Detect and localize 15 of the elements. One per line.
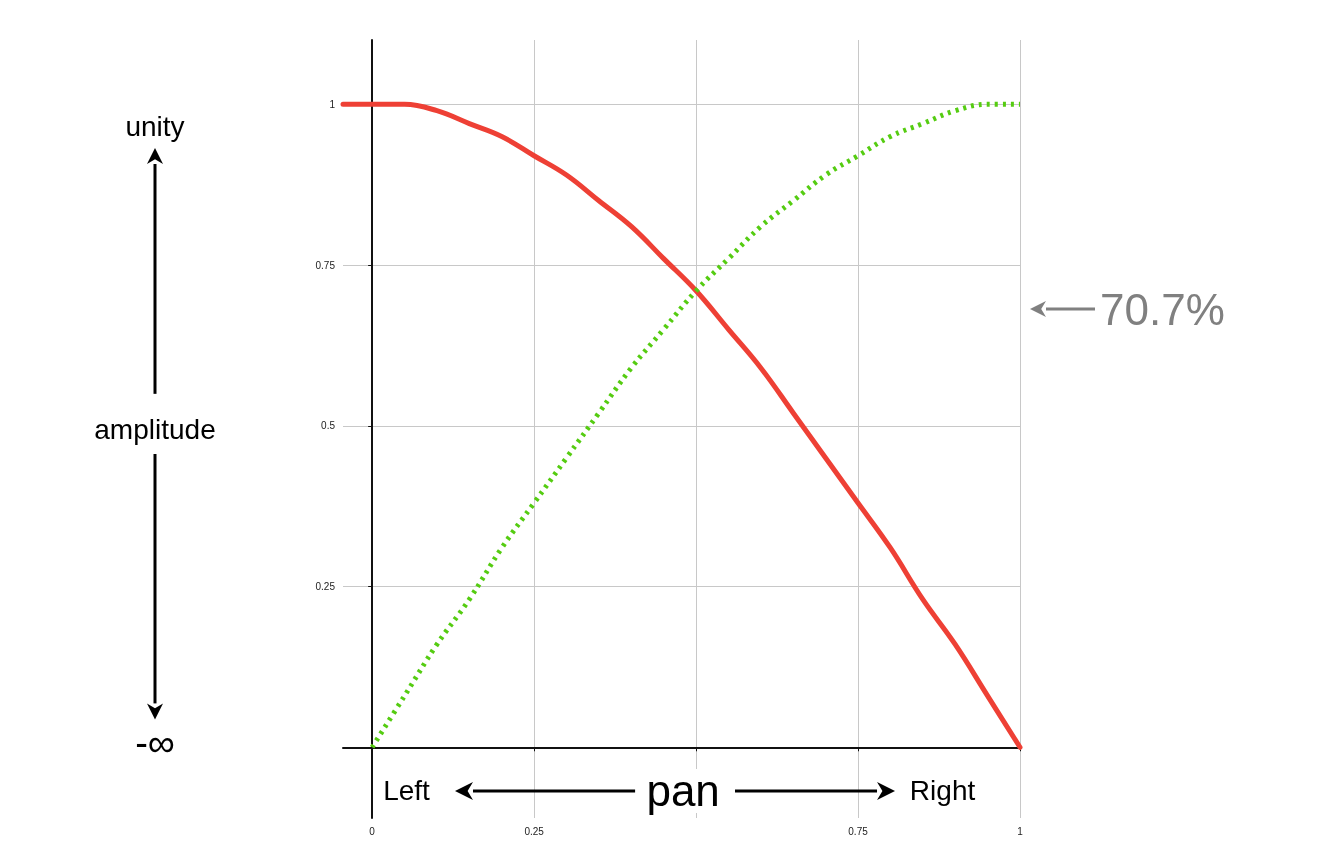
- y-tick-label: 1: [329, 98, 336, 110]
- x-tick-label: 0.25: [524, 825, 545, 837]
- y-tick-label: 0.5: [321, 420, 336, 432]
- y-tick-label: 0.75: [315, 259, 336, 271]
- text: 70.7%: [1100, 284, 1225, 334]
- y-axis-title: amplitude: [94, 413, 216, 445]
- text: -∞: [135, 722, 175, 765]
- x-axis-title: pan: [646, 766, 720, 816]
- x-tick-label: 0.75: [848, 825, 869, 837]
- text: unity: [125, 110, 185, 142]
- annotation: Right: [909, 775, 976, 807]
- x-tick-label: 1: [1017, 825, 1024, 837]
- annotation: Left: [383, 775, 431, 807]
- y-tick-label: 0.25: [315, 581, 336, 593]
- x-tick-label: 0: [369, 825, 376, 837]
